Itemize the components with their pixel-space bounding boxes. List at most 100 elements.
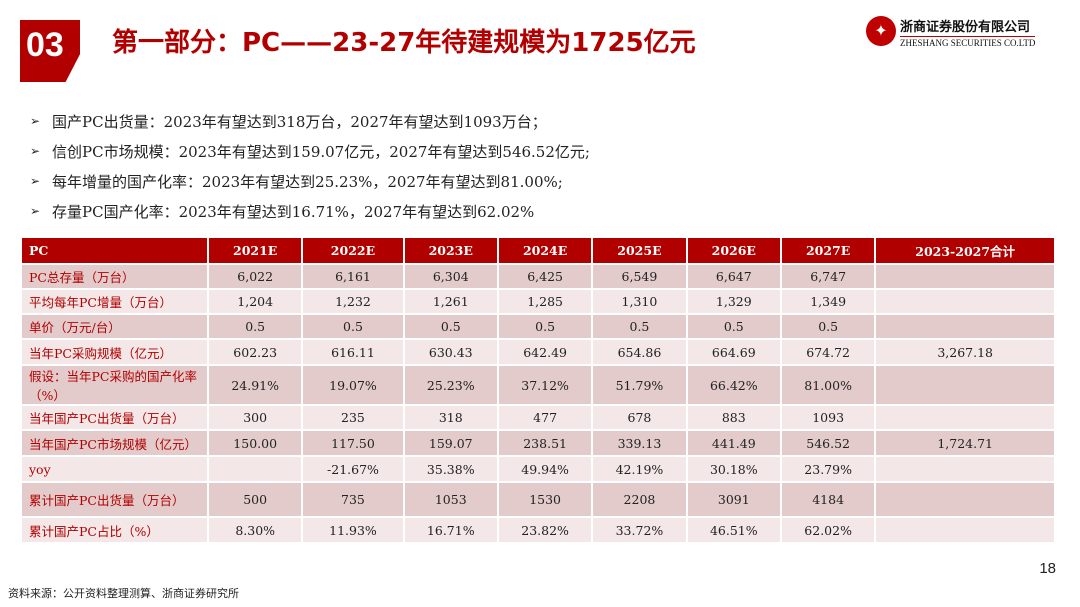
table-cell: 664.69 [685, 338, 782, 366]
table-cell [206, 455, 304, 483]
arrow-bullet-icon: ➢ [30, 204, 41, 218]
table-cell: 477 [496, 404, 594, 431]
table-cell: 159.07 [402, 429, 499, 457]
column-header: 2021E [206, 236, 304, 265]
column-header: 2024E [496, 236, 594, 265]
table-cell [874, 288, 1056, 315]
table-cell: 1,724.71 [874, 429, 1056, 457]
table-cell: 441.49 [685, 429, 782, 457]
arrow-bullet-icon: ➢ [30, 174, 41, 188]
table-cell: 3,267.18 [874, 338, 1056, 366]
table-cell: 654.86 [591, 338, 688, 366]
table-row: 累计国产PC出货量（万台） 500 735 1053 1530 2208 3091 4184 [20, 481, 1056, 518]
table-cell: 883 [685, 404, 782, 431]
table-cell: 318 [402, 404, 499, 431]
table-cell: 1,329 [685, 288, 782, 315]
table-cell: 6,161 [301, 263, 405, 290]
table-cell: 546.52 [779, 429, 877, 457]
table-cell: 11.93% [301, 516, 405, 544]
column-header: 2026E [685, 236, 782, 265]
section-badge: 03 [20, 20, 80, 82]
table-cell: 674.72 [779, 338, 877, 366]
table-cell: 0.5 [301, 313, 405, 340]
bullet-item: ➢ 每年增量的国产化率：2023年有望达到25.23%，2027年有望达到81.0… [30, 166, 590, 196]
column-header: 2025E [591, 236, 688, 265]
table-cell [874, 481, 1056, 518]
table-cell: 23.79% [779, 455, 877, 483]
table-row: yoy -21.67% 35.38% 49.94% 42.19% 30.18% 23.79% [20, 455, 1056, 483]
logo-en: ZHESHANG SECURITIES CO.LTD [900, 36, 1036, 48]
table-cell: 37.12% [496, 364, 594, 406]
bullet-item: ➢ 存量PC国产化率：2023年有望达到16.71%，2027年有望达到62.02… [30, 196, 590, 226]
table-cell: 46.51% [685, 516, 782, 544]
table-cell: 1530 [496, 481, 594, 518]
table-cell: 642.49 [496, 338, 594, 366]
table-cell: -21.67% [301, 455, 405, 483]
page-number: 18 [1039, 560, 1056, 577]
table-cell [874, 516, 1056, 544]
table-cell: 630.43 [402, 338, 499, 366]
bullet-text: 存量PC国产化率：2023年有望达到16.71%，2027年有望达到62.02% [52, 202, 535, 221]
table-cell: 0.5 [591, 313, 688, 340]
table-cell: 6,647 [685, 263, 782, 290]
table-row: 当年PC采购规模（亿元） 602.23 616.11 630.43 642.49 654.… [20, 338, 1056, 366]
bullet-item: ➢ 国产PC出货量：2023年有望达到318万台，2027年有望达到1093万台； [30, 106, 590, 136]
table-cell [874, 455, 1056, 483]
table-cell: 24.91% [206, 364, 304, 406]
table-cell: 500 [206, 481, 304, 518]
table-cell: 1,349 [779, 288, 877, 315]
table-cell [874, 263, 1056, 290]
column-header: 2023-2027合计 [874, 236, 1056, 265]
table-cell: 1,261 [402, 288, 499, 315]
table-cell [874, 404, 1056, 431]
row-label: 累计国产PC出货量（万台） [20, 481, 209, 518]
table-cell: 8.30% [206, 516, 304, 544]
table-cell: 6,425 [496, 263, 594, 290]
table-row: PC总存量（万台） 6,022 6,161 6,304 6,425 6,549 6,647 6… [20, 263, 1056, 290]
table-cell: 6,549 [591, 263, 688, 290]
table-cell: 4184 [779, 481, 877, 518]
bullet-item: ➢ 信创PC市场规模：2023年有望达到159.07亿元，2027年有望达到546… [30, 136, 590, 166]
row-label: 当年国产PC出货量（万台） [20, 404, 209, 431]
arrow-bullet-icon: ➢ [30, 144, 41, 158]
table-cell: 0.5 [206, 313, 304, 340]
table-cell: 0.5 [402, 313, 499, 340]
table-header-row: PC 2021E 2022E 2023E 2024E 2025E 2026E 2027E 202… [20, 236, 1056, 265]
bullet-text: 信创PC市场规模：2023年有望达到159.07亿元，2027年有望达到546.… [52, 142, 590, 161]
table-cell: 6,747 [779, 263, 877, 290]
table-cell [874, 364, 1056, 406]
table-cell: 25.23% [402, 364, 499, 406]
data-table: PC 2021E 2022E 2023E 2024E 2025E 2026E 2027E 202… [20, 236, 1056, 544]
table-cell: 6,022 [206, 263, 304, 290]
table-cell: 616.11 [301, 338, 405, 366]
table-cell [874, 313, 1056, 340]
table-row: 平均每年PC增量（万台） 1,204 1,232 1,261 1,285 1,310 1,3… [20, 288, 1056, 315]
table-cell: 339.13 [591, 429, 688, 457]
row-label: 假设：当年PC采购的国产化率（%） [20, 364, 209, 406]
arrow-bullet-icon: ➢ [30, 114, 41, 128]
bullet-text: 国产PC出货量：2023年有望达到318万台，2027年有望达到1093万台； [52, 112, 547, 131]
table-cell: 62.02% [779, 516, 877, 544]
table-cell: 66.42% [685, 364, 782, 406]
table-cell: 1,310 [591, 288, 688, 315]
table-cell: 6,304 [402, 263, 499, 290]
table-cell: 150.00 [206, 429, 304, 457]
table-row: 累计国产PC占比（%） 8.30% 11.93% 16.71% 23.82% 33.72%… [20, 516, 1056, 544]
row-label: yoy [20, 455, 209, 483]
table-cell: 0.5 [685, 313, 782, 340]
table-cell: 0.5 [496, 313, 594, 340]
table-cell: 81.00% [779, 364, 877, 406]
table-cell: 1053 [402, 481, 499, 518]
row-label: 当年国产PC市场规模（亿元） [20, 429, 209, 457]
column-header: 2022E [301, 236, 405, 265]
table-cell: 33.72% [591, 516, 688, 544]
table-cell: 23.82% [496, 516, 594, 544]
table-row: 当年国产PC出货量（万台） 300 235 318 477 678 883 1093 [20, 404, 1056, 431]
table-cell: 238.51 [496, 429, 594, 457]
table-cell: 602.23 [206, 338, 304, 366]
table-cell: 3091 [685, 481, 782, 518]
table-cell: 1,232 [301, 288, 405, 315]
table-row: 单价（万元/台） 0.5 0.5 0.5 0.5 0.5 0.5 0.5 [20, 313, 1056, 340]
column-header: 2027E [779, 236, 877, 265]
table-cell: 30.18% [685, 455, 782, 483]
